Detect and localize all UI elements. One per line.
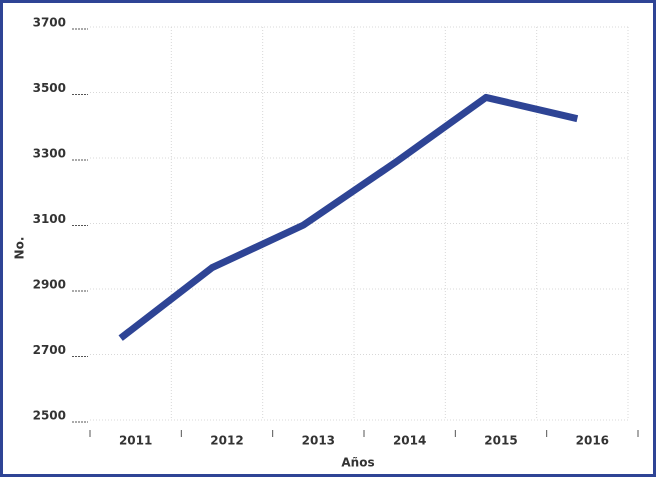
y-axis-title: No. xyxy=(13,237,27,260)
x-tick-label: 2016 xyxy=(576,434,609,448)
x-axis-title: Años xyxy=(341,456,374,470)
y-tick-label: 2900 xyxy=(33,278,66,292)
y-tick-label: 2700 xyxy=(33,343,66,357)
y-tick-label: 3300 xyxy=(33,147,66,161)
x-tick-label: 2013 xyxy=(302,434,335,448)
y-tick-label: 3700 xyxy=(33,16,66,30)
y-tick-label: 3500 xyxy=(33,81,66,95)
x-tick-label: 2014 xyxy=(393,434,426,448)
data-line xyxy=(118,93,579,341)
x-tick-label: 2012 xyxy=(210,434,243,448)
y-tick-label: 2500 xyxy=(33,409,66,423)
x-tick-label: 2011 xyxy=(119,434,152,448)
x-tick-label: 2015 xyxy=(484,434,517,448)
y-tick-label: 3100 xyxy=(33,212,66,226)
